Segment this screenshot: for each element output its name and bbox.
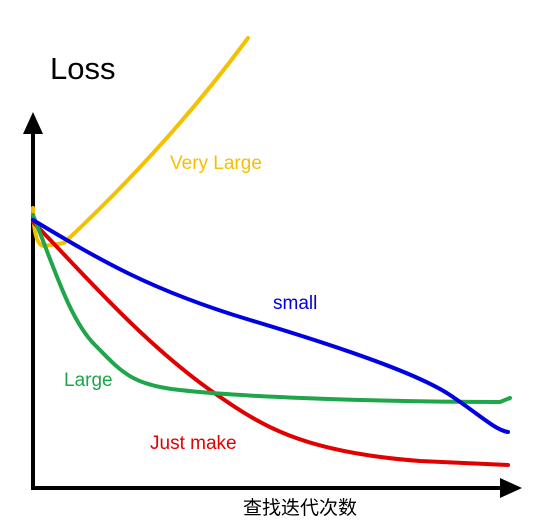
curve-just-make <box>31 220 510 467</box>
curve-very-large <box>31 36 250 248</box>
curve-label: Large <box>64 370 113 391</box>
curve-label: Very Large <box>170 153 262 174</box>
y-axis-arrow <box>23 112 43 134</box>
curve-small <box>31 218 510 434</box>
curve-large <box>31 213 512 404</box>
curve-label: Just make <box>150 433 237 454</box>
x-axis-arrow <box>500 478 522 498</box>
y-axis-label: Loss <box>50 51 115 86</box>
curve-label: small <box>273 293 317 314</box>
x-axis-label: 查找迭代次数 <box>243 497 357 519</box>
